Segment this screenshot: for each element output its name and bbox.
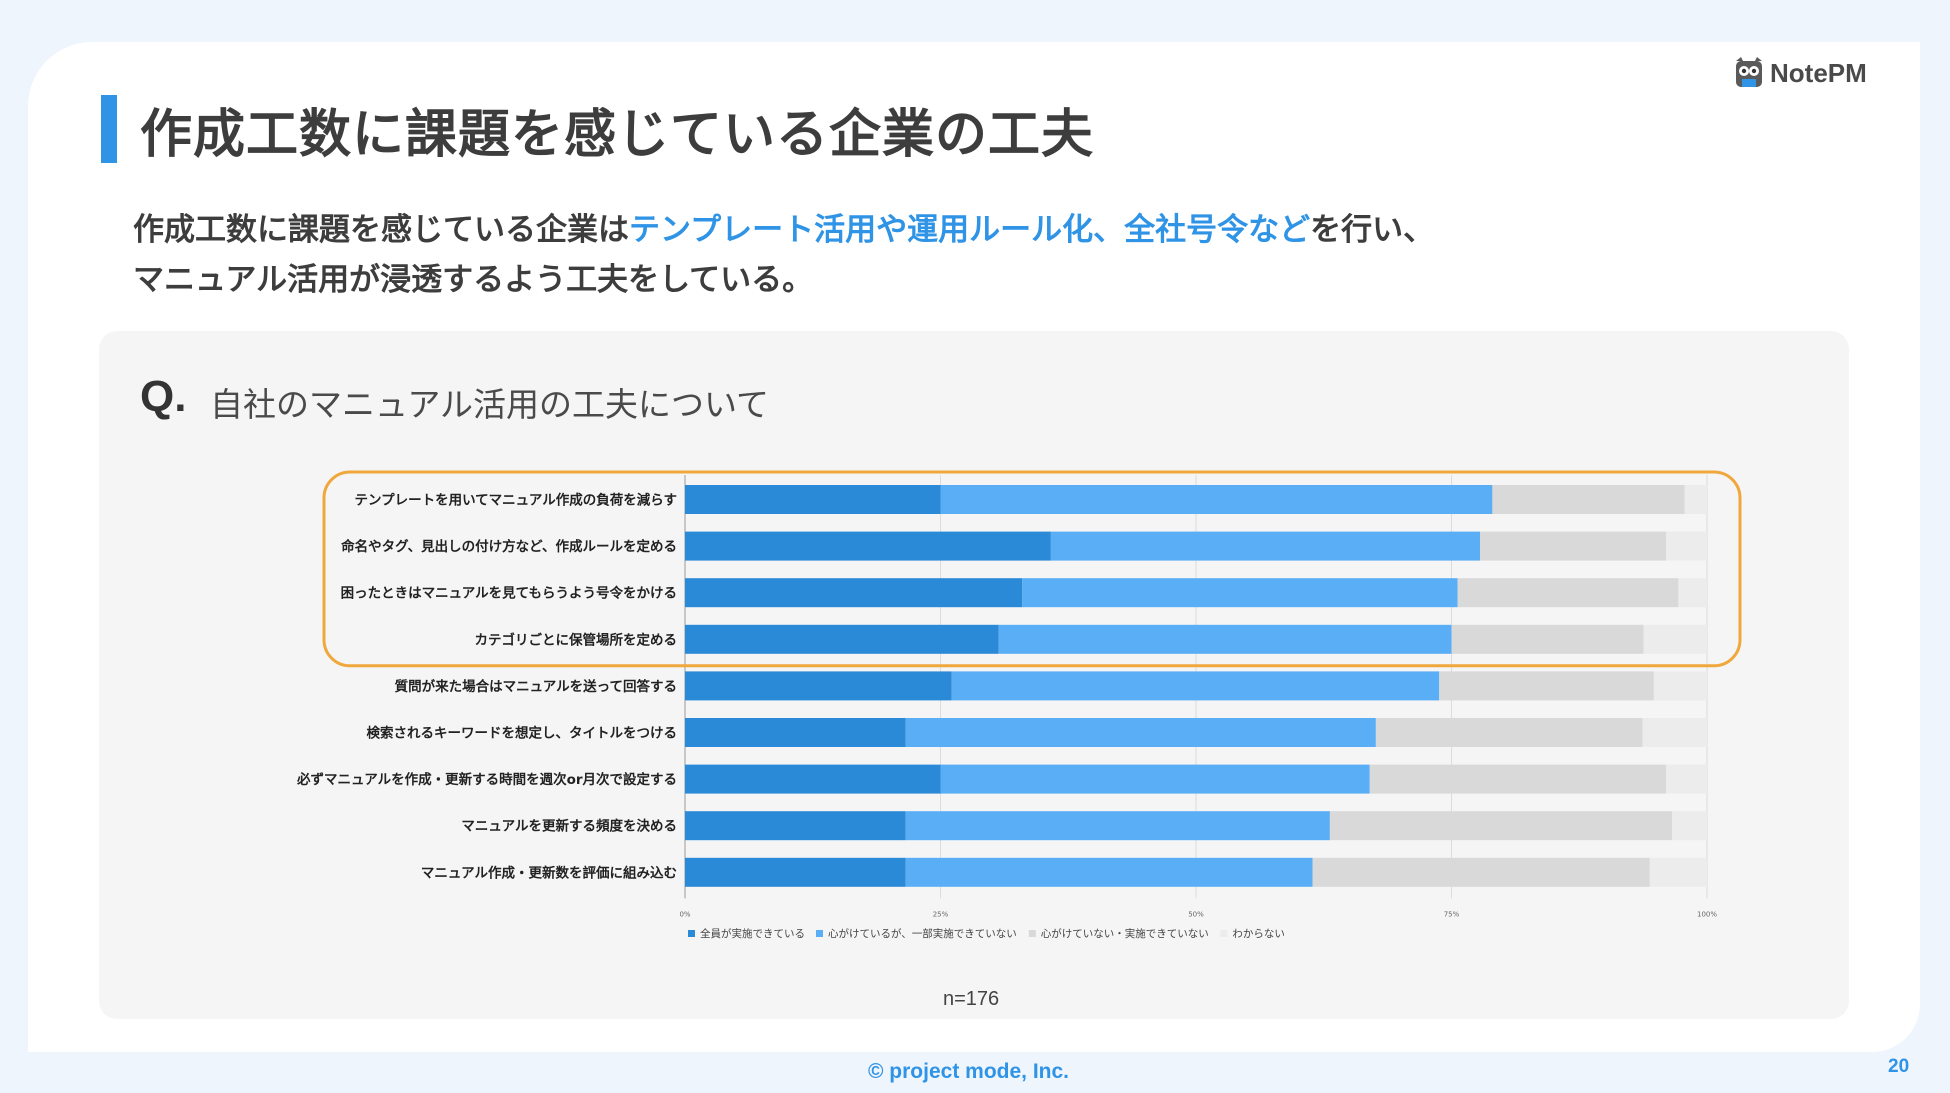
bar-segment <box>940 485 1493 514</box>
legend-label: 全員が実施できている <box>700 927 805 940</box>
category-label: 検索されるキーワードを想定し、タイトルをつける <box>367 725 678 742</box>
category-label: 質問が来た場合はマニュアルを送って回答する <box>395 678 677 695</box>
bar-segment <box>998 624 1452 654</box>
bar-segment <box>1666 764 1707 794</box>
lead-part-2: を行い、 <box>1310 212 1435 248</box>
category-label: テンプレートを用いてマニュアル作成の負荷を減らす <box>354 492 677 509</box>
bar-segment <box>1678 578 1707 608</box>
lead-text: 作成工数に課題を感じている企業はテンプレート活用や運用ルール化、全社号令などを行… <box>133 205 1434 305</box>
category-label: カテゴリごとに保管場所を定める <box>475 631 678 648</box>
legend-swatch <box>1220 930 1228 937</box>
bar-segment <box>1672 811 1707 841</box>
logo-text: NotePM <box>1770 57 1867 88</box>
lead-line-1: 作成工数に課題を感じている企業はテンプレート活用や運用ルール化、全社号令などを行… <box>133 205 1434 255</box>
category-label: 困ったときはマニュアルを見てもらうよう号令をかける <box>341 585 677 602</box>
legend-swatch <box>816 930 823 937</box>
question-text: 自社のマニュアル活用の工夫について <box>210 385 770 424</box>
legend-swatch <box>1028 930 1036 937</box>
bar-segment <box>1329 811 1673 841</box>
category-label: マニュアル作成・更新数を評価に組み込む <box>421 864 677 881</box>
bar-segment <box>1439 671 1654 701</box>
bar-segment <box>685 671 952 701</box>
notepm-logo: NotePM <box>1734 57 1867 89</box>
legend-swatch <box>688 930 695 937</box>
page-number: 20 <box>1888 1056 1910 1077</box>
title-accent-bar <box>101 95 117 163</box>
bar-segment <box>951 671 1440 701</box>
bar-segment <box>685 624 999 654</box>
bar-segment <box>1050 531 1481 561</box>
sample-size-label: n=176 <box>943 988 1000 1010</box>
bar-segment <box>685 764 941 794</box>
category-label: 命名やタグ、見出しの付け方など、作成ルールを定める <box>340 538 677 555</box>
owl-logo-icon <box>1736 57 1762 87</box>
bar-segment <box>905 857 1313 887</box>
bar-segment <box>1684 485 1707 514</box>
page-title: 作成工数に課題を感じている企業の工夫 <box>140 105 1095 165</box>
bar-segment <box>1492 485 1685 514</box>
bar-segment <box>685 811 906 841</box>
bar-segment <box>1022 578 1458 608</box>
bar-segment <box>1457 578 1679 608</box>
x-tick-label: 0% <box>679 910 690 918</box>
bar-segment <box>905 811 1330 841</box>
bar-segment <box>1312 857 1650 887</box>
x-tick-label: 25% <box>933 910 949 918</box>
legend-label: わからない <box>1232 928 1285 940</box>
bar-segment <box>1451 624 1644 654</box>
lead-part-1: 作成工数に課題を感じている企業は <box>133 212 629 248</box>
bar-segment <box>940 764 1370 794</box>
question-mark: Q. <box>140 372 187 421</box>
bar-segment <box>1666 531 1707 561</box>
bar-segment <box>685 718 906 747</box>
bar-segment <box>1480 531 1667 561</box>
bar-segment <box>685 578 1023 608</box>
footer-copyright: © project mode, Inc. <box>868 1060 1070 1083</box>
bar-segment <box>1649 857 1707 887</box>
bar-segment <box>1653 671 1707 701</box>
x-tick-label: 50% <box>1188 910 1204 918</box>
lead-line-2: マニュアル活用が浸透するよう工夫をしている。 <box>133 262 814 298</box>
lead-highlight: テンプレート活用や運用ルール化、全社号令など <box>629 212 1311 248</box>
x-tick-label: 100% <box>1697 910 1717 918</box>
bar-segment <box>1375 718 1643 747</box>
bar-segment <box>685 485 941 514</box>
x-tick-label: 75% <box>1444 910 1460 918</box>
bar-segment <box>905 718 1376 747</box>
legend-label: 心がけているが、一部実施できていない <box>828 927 1017 940</box>
legend-label: 心がけていない・実施できていない <box>1041 927 1209 940</box>
bar-segment <box>685 531 1051 561</box>
bar-segment <box>685 857 906 887</box>
bar-segment <box>1643 624 1707 654</box>
category-label: 必ずマニュアルを作成・更新する時間を週次or月次で設定する <box>296 771 677 788</box>
category-label: マニュアルを更新する頻度を決める <box>461 818 677 835</box>
bar-segment <box>1369 764 1667 794</box>
highlight-box <box>322 470 1742 668</box>
bar-segment <box>1642 718 1707 747</box>
